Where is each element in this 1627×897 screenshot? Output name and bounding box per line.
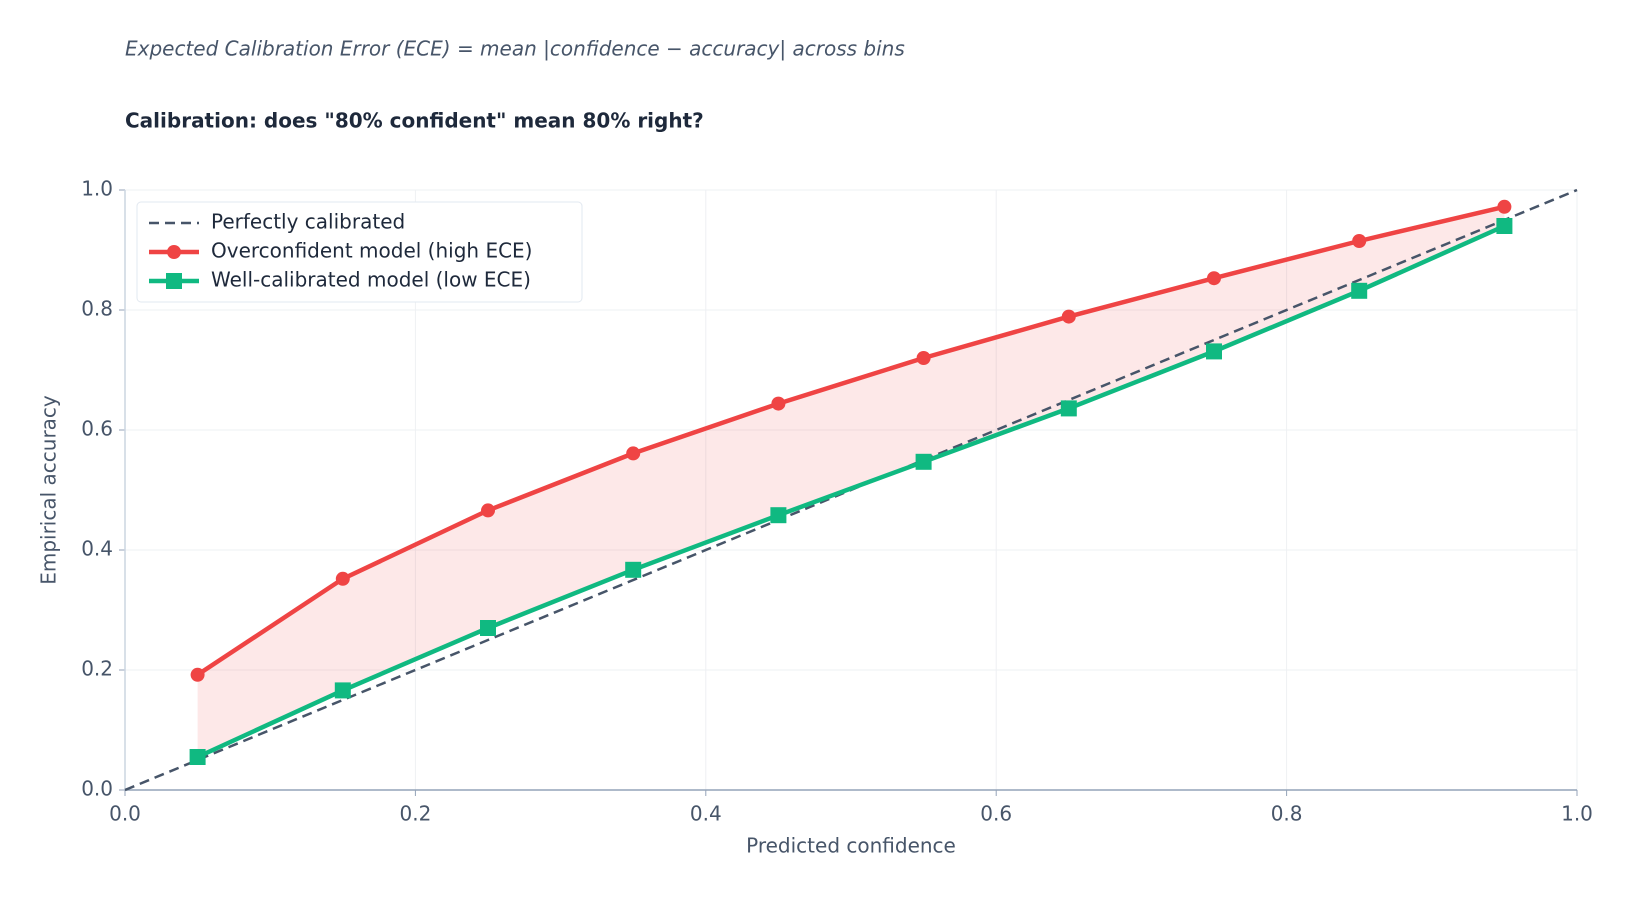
legend-box [136,201,583,303]
legend-label: Well-calibrated model (low ECE) [211,268,531,292]
x-tick-label: 0.8 [1271,802,1303,826]
point [771,396,786,411]
x-tick-label: 0.6 [980,802,1012,826]
point [626,446,641,461]
point [189,749,206,765]
point [1061,309,1076,324]
legend-label: Perfectly calibrated [211,210,405,234]
point [916,351,931,365]
point [481,503,495,518]
y-tick-label: 0.6 [81,417,113,441]
legend-label: Overconfident model (high ECE) [211,239,532,263]
y-tick-label: 0.2 [81,657,113,681]
series-line [196,204,1505,677]
point [1496,218,1513,234]
point [335,571,350,586]
point [190,667,205,682]
y-tick-label: 0.8 [81,297,113,321]
legend-marker [167,245,181,259]
x-tick-label: 1.0 [1561,802,1593,826]
chart-subtitle: Expected Calibration Error (ECE) = mean … [125,37,905,61]
y-tick-label: 0.0 [81,777,113,801]
series-line [196,223,1506,760]
y-axis-label: Empirical accuracy [37,395,61,585]
point [625,561,642,578]
point [915,453,932,470]
point [480,620,496,636]
x-tick-label: 0.0 [109,802,141,826]
point [770,507,787,524]
x-tick-label: 0.4 [690,802,722,826]
legend-marker [166,273,182,289]
x-axis-label: Predicted confidence [746,834,956,858]
chart-title: Calibration: does "80% confident" mean 8… [125,109,704,133]
point [1497,199,1512,214]
point [1207,271,1221,286]
x-tick-label: 0.2 [399,802,431,826]
point [1206,343,1222,360]
point [334,682,351,699]
gap-fill [197,206,1505,758]
point [1351,282,1368,299]
point [1352,234,1367,248]
y-tick-label: 0.4 [81,537,113,561]
point [1060,400,1077,417]
y-tick-label: 1.0 [81,177,113,201]
